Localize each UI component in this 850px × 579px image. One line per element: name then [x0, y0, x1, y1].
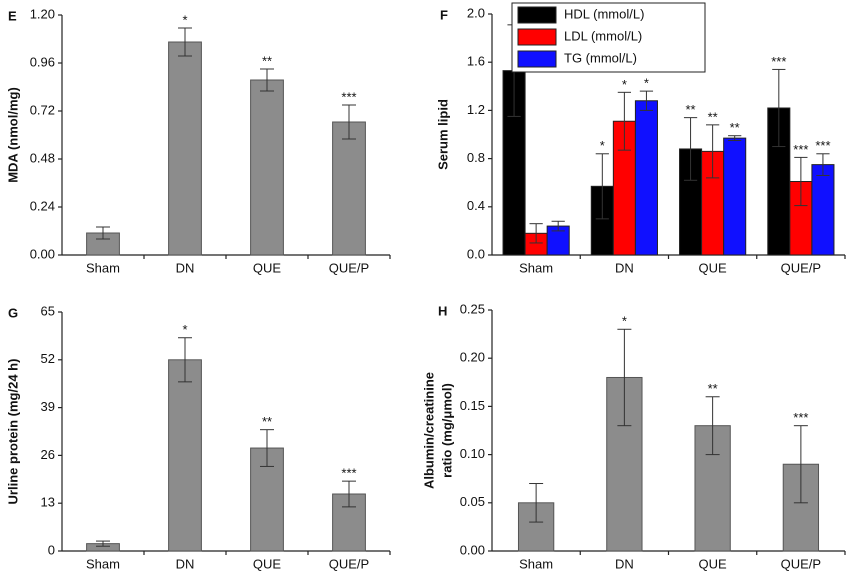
x-tick-label: QUE [253, 556, 282, 571]
y-tick-label: 65 [41, 303, 55, 318]
y-tick-label: 0.15 [460, 398, 485, 413]
legend-label: LDL (mmol/L) [564, 28, 642, 43]
y-tick-label: 0.20 [460, 350, 485, 365]
x-tick-label: QUE/P [781, 260, 821, 275]
y-axis-label: Albumin/creatinine [421, 372, 436, 489]
significance-label: * [182, 12, 187, 27]
bar [250, 447, 284, 552]
y-tick-label: 26 [41, 447, 55, 462]
bar [332, 121, 366, 256]
x-tick-label: DN [176, 556, 195, 571]
x-tick-label: Sham [519, 556, 553, 571]
bar [606, 376, 643, 552]
legend-swatch [517, 6, 557, 24]
panel-label: G [8, 305, 18, 320]
x-tick-label: QUE [253, 260, 282, 275]
y-axis-label: MDA (nmol/mg) [5, 87, 20, 183]
x-tick-label: Sham [86, 260, 120, 275]
y-tick-label: 0.0 [467, 246, 485, 261]
significance-label: *** [341, 466, 356, 481]
significance-label: *** [341, 89, 356, 104]
y-tick-label: 0.00 [460, 542, 485, 557]
bar [168, 41, 202, 256]
legend-label: TG (mmol/L) [564, 50, 637, 65]
y-tick-label: 1.20 [30, 6, 55, 21]
y-tick-label: 52 [41, 351, 55, 366]
y-tick-label: 0.24 [30, 198, 55, 213]
y-tick-label: 0.25 [460, 301, 485, 316]
y-tick-label: 0.8 [467, 150, 485, 165]
x-tick-label: QUE/P [781, 556, 821, 571]
x-tick-label: Sham [86, 556, 120, 571]
significance-label: *** [815, 138, 830, 153]
x-tick-label: QUE/P [329, 260, 369, 275]
x-tick-label: DN [176, 260, 195, 275]
significance-label: ** [730, 120, 740, 135]
y-tick-label: 0.00 [30, 246, 55, 261]
y-axis-label: ratio (mg/μmol) [439, 383, 454, 478]
bar [168, 359, 202, 552]
x-tick-label: QUE/P [329, 556, 369, 571]
y-tick-label: 39 [41, 399, 55, 414]
significance-label: ** [262, 53, 272, 68]
y-axis-label: Serum lipid [435, 99, 450, 170]
significance-label: *** [771, 54, 786, 69]
y-tick-label: 0.72 [30, 102, 55, 117]
panel-label: H [438, 303, 447, 318]
x-tick-label: QUE [699, 260, 728, 275]
significance-label: * [600, 138, 605, 153]
significance-label: * [182, 322, 187, 337]
bar [811, 164, 835, 256]
x-tick-label: DN [615, 556, 634, 571]
y-tick-label: 0.10 [460, 446, 485, 461]
significance-label: * [622, 77, 627, 92]
significance-label: ** [262, 414, 272, 429]
bar [723, 137, 747, 256]
y-tick-label: 0 [48, 542, 55, 557]
legend-label: HDL (mmol/L) [564, 6, 644, 21]
legend-swatch [517, 28, 557, 46]
y-tick-label: 2.0 [467, 5, 485, 20]
y-axis-label: Urline protein (mg/24 h) [5, 359, 20, 505]
x-tick-label: DN [615, 260, 634, 275]
bar [250, 79, 284, 256]
significance-label: * [622, 314, 627, 329]
significance-label: ** [686, 102, 696, 117]
x-tick-label: QUE [699, 556, 728, 571]
significance-label: * [644, 76, 649, 91]
y-tick-label: 0.4 [467, 198, 485, 213]
panel-label: F [440, 7, 448, 22]
y-tick-label: 0.05 [460, 494, 485, 509]
significance-label: *** [793, 142, 808, 157]
significance-label: ** [708, 381, 718, 396]
panel-label: E [8, 8, 17, 23]
significance-label: ** [708, 109, 718, 124]
significance-label: *** [793, 410, 808, 425]
x-tick-label: Sham [519, 260, 553, 275]
bar [634, 100, 658, 256]
y-tick-label: 0.48 [30, 150, 55, 165]
y-tick-label: 13 [41, 495, 55, 510]
legend-swatch [517, 50, 557, 68]
y-tick-label: 0.96 [30, 54, 55, 69]
y-tick-label: 1.2 [467, 102, 485, 117]
y-tick-label: 1.6 [467, 54, 485, 69]
